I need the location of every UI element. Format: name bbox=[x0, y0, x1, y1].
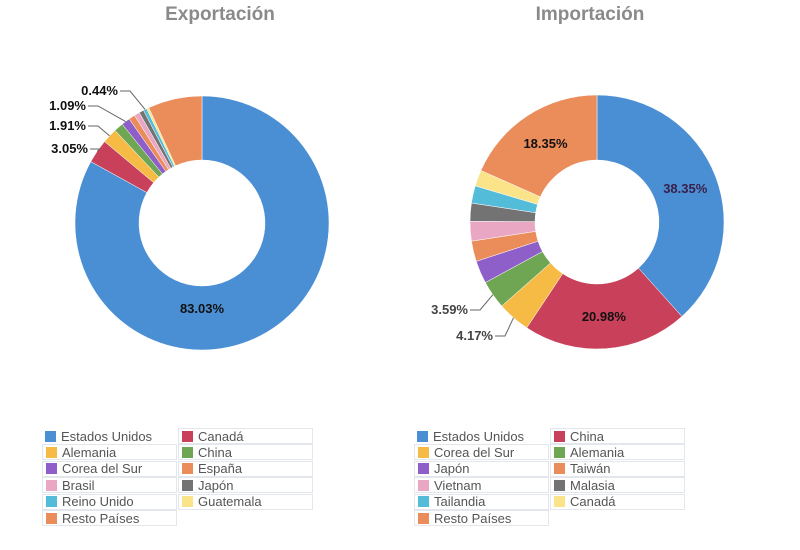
slice-resto-países[interactable] bbox=[480, 94, 598, 198]
legend-label: Estados Unidos bbox=[61, 428, 153, 444]
legend-swatch bbox=[46, 512, 57, 524]
legend-swatch bbox=[46, 479, 57, 491]
legend-label: Japón bbox=[198, 477, 234, 493]
slice-china[interactable] bbox=[526, 267, 683, 350]
data-label: 0.44% bbox=[81, 83, 118, 98]
legend-swatch bbox=[554, 430, 565, 442]
legend-label: Alemania bbox=[570, 444, 625, 460]
legend-item[interactable]: España bbox=[178, 460, 313, 477]
legend-label: Japón bbox=[434, 461, 470, 477]
data-label: 1.09% bbox=[49, 98, 86, 113]
data-label: 3.05% bbox=[51, 141, 88, 156]
legend-item[interactable]: Reino Unido bbox=[42, 493, 177, 510]
legend-label: Resto Países bbox=[434, 510, 512, 526]
legend-label: Vietnam bbox=[434, 477, 482, 493]
legend-swatch bbox=[417, 430, 428, 442]
legend-item[interactable]: Estados Unidos bbox=[42, 428, 177, 444]
legend-swatch bbox=[418, 446, 429, 458]
export-chart-title: Exportación bbox=[165, 4, 275, 25]
legend-item[interactable]: Alemania bbox=[550, 444, 685, 461]
data-label: 83.03% bbox=[180, 301, 225, 316]
legend-label: Canadá bbox=[570, 494, 616, 510]
legend-item[interactable]: Corea del Sur bbox=[414, 444, 549, 461]
legend-label: China bbox=[198, 444, 232, 460]
legend-item[interactable]: China bbox=[178, 444, 313, 461]
data-label: 4.17% bbox=[456, 328, 493, 343]
legend-item[interactable]: Tailandia bbox=[414, 493, 549, 510]
slice-resto-países[interactable] bbox=[148, 95, 203, 167]
legend-swatch bbox=[554, 496, 565, 508]
legend-label: Taiwán bbox=[570, 461, 611, 477]
import-chart-title: Importación bbox=[535, 4, 645, 25]
legend-label: Tailandia bbox=[434, 494, 486, 510]
legend-item[interactable]: China bbox=[550, 428, 685, 444]
slice-estados-unidos[interactable] bbox=[596, 94, 725, 317]
legend-label: Malasia bbox=[570, 477, 615, 493]
legend-item[interactable]: Japón bbox=[178, 477, 313, 494]
legend-swatch bbox=[418, 496, 429, 508]
legend-swatch bbox=[182, 479, 193, 491]
legend-item[interactable]: Guatemala bbox=[178, 493, 313, 510]
legend-item[interactable]: Japón bbox=[414, 460, 549, 477]
legend-item[interactable]: Canadá bbox=[178, 428, 313, 444]
legend-item[interactable]: Taiwán bbox=[550, 460, 685, 477]
legend-label: España bbox=[198, 461, 243, 477]
legend-label: Guatemala bbox=[198, 494, 262, 510]
legend-swatch bbox=[182, 430, 193, 442]
legend-item[interactable]: Vietnam bbox=[414, 477, 549, 494]
legend-item[interactable]: Corea del Sur bbox=[42, 460, 177, 477]
legend-label: China bbox=[570, 428, 604, 444]
data-label: 18.35% bbox=[523, 136, 568, 151]
legend-label: Corea del Sur bbox=[434, 444, 515, 460]
legend-swatch bbox=[554, 446, 565, 458]
legend-swatch bbox=[45, 430, 56, 442]
legend-label: Corea del Sur bbox=[62, 461, 143, 477]
data-label: 1.91% bbox=[49, 118, 86, 133]
legend-label: Estados Unidos bbox=[433, 428, 525, 444]
legend-swatch bbox=[182, 463, 193, 475]
legend-swatch bbox=[418, 463, 429, 475]
leader-line bbox=[88, 125, 110, 137]
legend-item[interactable]: Alemania bbox=[42, 444, 177, 461]
legend-item[interactable]: Canadá bbox=[550, 493, 685, 510]
data-label: 38.35% bbox=[663, 181, 708, 196]
legend-swatch bbox=[182, 496, 193, 508]
legend-swatch bbox=[182, 446, 193, 458]
legend-swatch bbox=[46, 446, 57, 458]
leader-line bbox=[90, 148, 102, 152]
legend-item[interactable]: Resto Países bbox=[42, 510, 177, 526]
leader-line bbox=[88, 105, 126, 122]
legend-item[interactable]: Resto Países bbox=[414, 510, 549, 526]
legend-swatch bbox=[418, 512, 429, 524]
legend-label: Brasil bbox=[62, 477, 95, 493]
legend-label: Resto Países bbox=[62, 510, 140, 526]
legend-swatch bbox=[46, 463, 57, 475]
leader-line bbox=[120, 90, 146, 110]
legend-item[interactable]: Estados Unidos bbox=[414, 428, 549, 444]
legend-label: Canadá bbox=[198, 428, 244, 444]
slice-estados-unidos[interactable] bbox=[74, 95, 330, 351]
data-label: 3.59% bbox=[431, 302, 468, 317]
legend-label: Reino Unido bbox=[62, 494, 134, 510]
legend-item[interactable]: Brasil bbox=[42, 477, 177, 494]
data-label: 20.98% bbox=[582, 309, 627, 324]
legend-swatch bbox=[46, 496, 57, 508]
legend-label: Alemania bbox=[62, 444, 117, 460]
leader-line bbox=[495, 317, 514, 337]
leader-line bbox=[470, 294, 494, 311]
legend-item[interactable]: Malasia bbox=[550, 477, 685, 494]
legend-swatch bbox=[554, 463, 565, 475]
legend-swatch bbox=[418, 479, 429, 491]
legend-swatch bbox=[554, 479, 565, 491]
